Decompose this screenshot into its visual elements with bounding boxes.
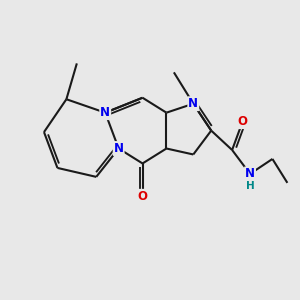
- Text: O: O: [238, 115, 248, 128]
- Text: N: N: [245, 167, 255, 180]
- Text: H: H: [246, 182, 254, 191]
- Text: N: N: [100, 106, 110, 119]
- Text: N: N: [188, 97, 198, 110]
- Text: O: O: [137, 190, 148, 203]
- Text: N: N: [114, 142, 124, 155]
